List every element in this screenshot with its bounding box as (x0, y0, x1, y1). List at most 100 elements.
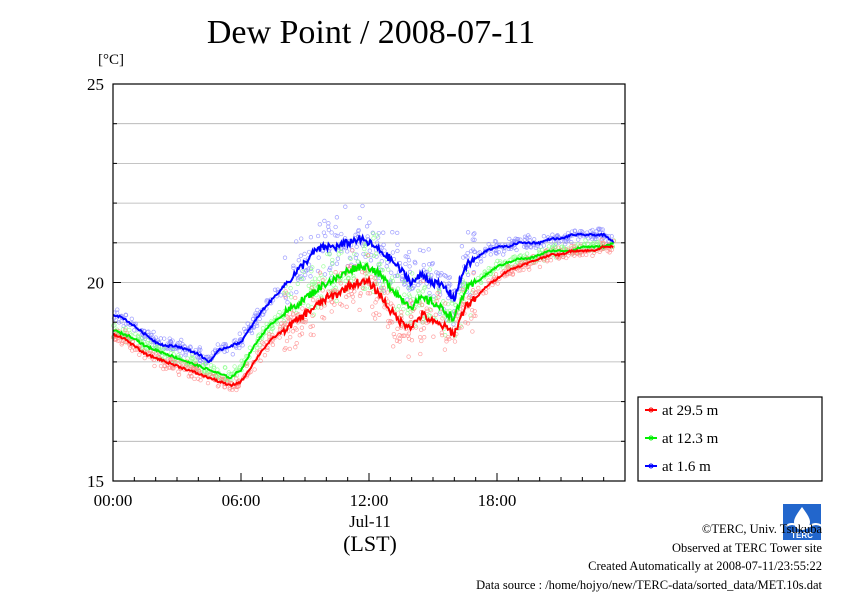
scatter-point (408, 314, 413, 319)
scatter-point (334, 298, 339, 303)
scatter-point (427, 267, 433, 272)
scatter-point (380, 282, 386, 288)
scatter-point (399, 276, 405, 281)
scatter-point (162, 336, 167, 341)
y-axis-unit: [°C] (98, 52, 124, 68)
scatter-point (293, 295, 298, 301)
scatter-point (335, 233, 340, 239)
scatter-point (431, 334, 436, 339)
scatter-point (476, 251, 481, 256)
scatter-point (294, 239, 299, 244)
scatter-point (142, 355, 147, 361)
scatter-point (465, 321, 471, 326)
scatter-point (122, 327, 128, 333)
scatter-point (276, 312, 281, 318)
scatter-point (401, 279, 407, 285)
scatter-point (403, 254, 408, 259)
scatter-point (288, 335, 293, 340)
scatter-point (279, 321, 284, 326)
scatter-point (322, 218, 327, 224)
scatter-point (521, 267, 526, 272)
scatter-point (397, 336, 402, 342)
scatter-point (186, 374, 191, 379)
scatter-point (294, 341, 299, 346)
scatter-point (365, 253, 371, 258)
scatter-point (260, 340, 265, 345)
scatter-point (446, 295, 451, 301)
scatter-point (170, 366, 175, 371)
scatter-point (265, 347, 270, 353)
scatter-point (385, 290, 390, 295)
scatter-point (334, 261, 340, 266)
scatter-point (312, 276, 318, 281)
scatter-point (428, 308, 434, 313)
scatter-point (402, 282, 407, 287)
scatter-point (176, 372, 182, 377)
scatter-point (205, 380, 211, 386)
scatter-point (572, 228, 578, 233)
scatter-point (197, 345, 202, 350)
scatter-point (515, 237, 521, 242)
scatter-point (230, 387, 235, 393)
scatter-point (469, 316, 474, 321)
scatter-point (227, 387, 232, 392)
scatter-point (363, 251, 368, 257)
scatter-point (258, 358, 263, 363)
scatter-point (166, 365, 171, 370)
scatter-point (331, 283, 336, 288)
scatter-point (347, 255, 353, 261)
scatter-point (353, 255, 359, 261)
scatter-point (127, 327, 132, 333)
scatter-point (190, 356, 196, 361)
scatter-point (381, 285, 386, 291)
scatter-point (310, 323, 315, 329)
scatter-point (333, 285, 338, 290)
scatter-point (517, 254, 522, 259)
scatter-point (406, 258, 412, 263)
scatter-point (329, 299, 334, 305)
scatter-point (264, 321, 269, 327)
scatter-point (288, 286, 293, 291)
scatter-point (248, 369, 253, 375)
scatter-point (474, 262, 480, 267)
scatter-point (435, 291, 440, 296)
scatter-point (419, 338, 424, 344)
scatter-point (355, 231, 360, 237)
scatter-point (351, 273, 356, 279)
axis-ticks (112, 83, 625, 482)
scatter-point (209, 363, 214, 368)
chart-title: Dew Point / 2008-07-11 (206, 14, 536, 51)
scatter-point (296, 311, 301, 317)
scatter-point (329, 230, 334, 235)
scatter-point (443, 333, 448, 338)
scatter-point (224, 348, 229, 353)
scatter-point (237, 331, 242, 336)
scatter-point (473, 313, 478, 319)
scatter-point (351, 299, 356, 304)
scatter-point (382, 290, 387, 295)
scatter-point (183, 351, 188, 356)
series-line (112, 244, 614, 388)
scatter-point (537, 264, 543, 270)
scatter-point (442, 347, 448, 352)
scatter-point (196, 355, 201, 361)
series-line (112, 232, 615, 364)
scatter-point (350, 294, 355, 299)
scatter-point (343, 204, 348, 209)
legend-marker (648, 463, 654, 469)
scatter-point (481, 291, 486, 296)
scatter-point (272, 287, 278, 292)
scatter-point (176, 353, 181, 358)
scatter-point (486, 278, 491, 283)
scatter-point (317, 276, 322, 281)
scatter-point (111, 316, 117, 321)
scatter-point (318, 272, 324, 277)
scatter-point (461, 255, 466, 260)
scatter-point (537, 249, 542, 255)
scatter-point (444, 339, 449, 344)
scatter-point (452, 339, 458, 344)
scatter-point (422, 335, 427, 340)
scatter-point (327, 252, 332, 257)
scatter-point (252, 367, 257, 372)
scatter-point (327, 267, 332, 273)
